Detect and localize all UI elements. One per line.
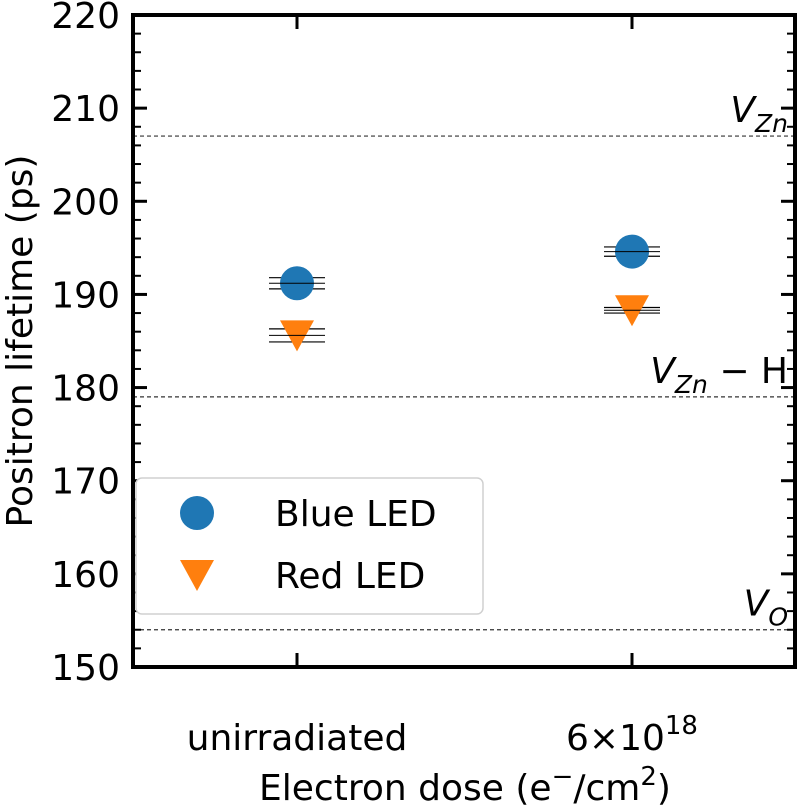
x-category-label: unirradiated [187,718,408,759]
x-category-label-main: 6×10 [566,718,665,759]
reference-lines [133,135,795,631]
legend-label: Red LED [275,556,425,597]
x-axis-title-mid: /cm [573,768,640,806]
reference-label-main: V [730,90,757,131]
x-axis-title-end: ) [657,768,671,806]
x-axis-title: Electron dose (e−/cm2) [259,762,671,806]
reference-label-sub: Zn [674,370,708,399]
y-tick-label: 170 [51,462,120,503]
x-category-label: 6×1018 [566,711,698,759]
y-tick-label: 190 [51,275,120,316]
y-tick-labels: 150 160 170 180 190 200 210 220 [51,0,120,689]
reference-label-tail: − H [708,351,788,392]
y-tick-label: 160 [51,555,120,596]
legend: Blue LED Red LED [135,477,484,615]
plot-frame [131,13,797,669]
x-axis-title-sup1: − [552,762,574,792]
x-axis-title-main: Electron dose (e [259,768,552,806]
y-tick-label: 220 [51,0,120,37]
x-category-label-sup: 18 [665,711,698,741]
legend-frame [135,477,484,615]
data-points [269,234,660,352]
y-tick-label: 210 [51,89,120,130]
reference-line-label: VO [744,584,788,632]
y-tick-label: 200 [51,182,120,223]
x-category-label-main: unirradiated [187,718,408,759]
y-tick-label: 150 [51,648,120,689]
legend-marker-blue-led [180,496,214,530]
reference-label-main: V [744,584,771,625]
reference-line-label: VZn − H [650,351,788,399]
x-axis-title-sup2: 2 [640,762,657,792]
reference-line-label: VZn [730,90,788,138]
y-axis-title: Positron lifetime (ps) [0,155,41,528]
x-category-labels: unirradiated 6×1018 [187,711,698,759]
y-tick-label: 180 [51,369,120,410]
legend-label: Blue LED [275,494,437,535]
reference-label-main: V [650,351,677,392]
reference-label-sub: Zn [754,109,788,138]
legend-marker-red-led [180,560,214,591]
reference-label-sub: O [768,603,788,632]
